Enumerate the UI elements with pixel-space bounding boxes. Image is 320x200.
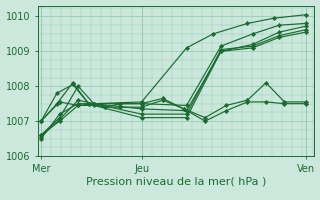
X-axis label: Pression niveau de la mer( hPa ): Pression niveau de la mer( hPa ) [86,176,266,186]
